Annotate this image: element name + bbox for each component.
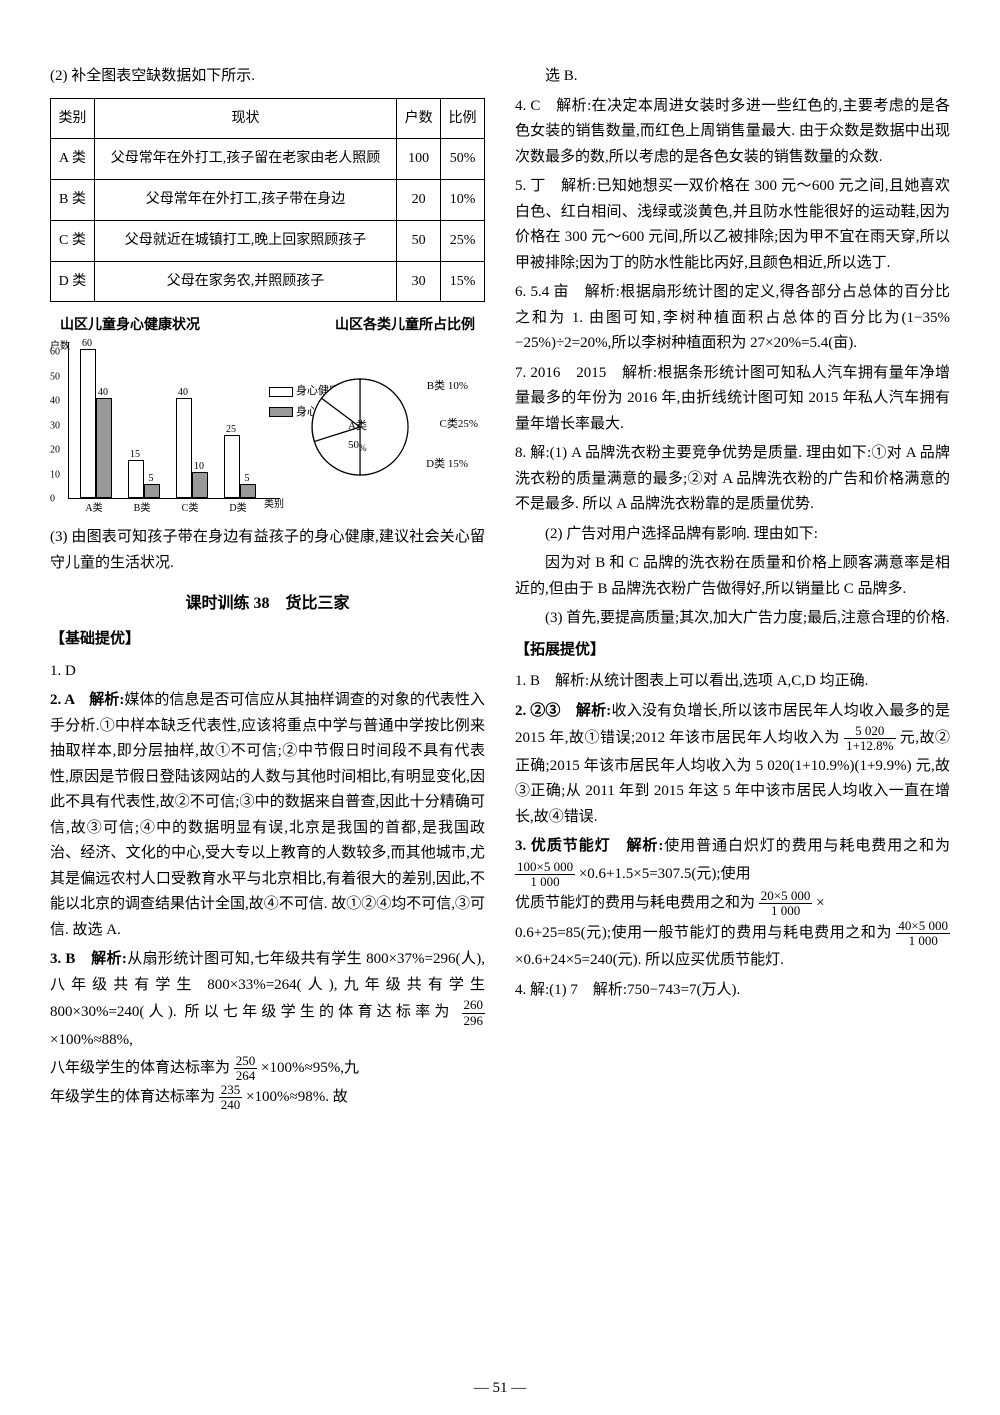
th-count: 户数: [397, 98, 441, 139]
ext-q4: 4. 解:(1) 7 解析:750−743=7(万人).: [515, 978, 950, 1004]
left-column: (2) 补全图表空缺数据如下所示. 类别 现状 户数 比例 A 类父母常年在外打…: [50, 60, 485, 1117]
fraction: 250264: [234, 1054, 258, 1084]
basic-q8d: (3) 首先,要提高质量;其次,加大广告力度;最后,注意合理的价格.: [515, 606, 950, 632]
pie-label-c: C类25%: [440, 415, 479, 434]
basic-q1: 1. D: [50, 659, 485, 685]
fraction: 5 0201+12.8%: [844, 724, 895, 754]
pie-label-d: D类 15%: [426, 455, 468, 474]
chart-titles: 山区儿童身心健康状况 山区各类儿童所占比例: [50, 314, 485, 338]
x-axis: [68, 498, 280, 499]
th-ratio: 比例: [441, 98, 485, 139]
th-desc: 现状: [94, 98, 396, 139]
basic-q8c: 因为对 B 和 C 品牌的洗衣粉在质量和价格上顾客满意率是相近的,但由于 B 品…: [515, 551, 950, 602]
table-row: C 类父母就近在城镇打工,晚上回家照顾孩子5025%: [51, 220, 485, 261]
basic-q2: 2. A 解析:媒体的信息是否可信应从其抽样调查的对象的代表性入手分析.①中样本…: [50, 688, 485, 943]
table-row: D 类父母在家务农,并照顾孩子3015%: [51, 261, 485, 302]
ext-q2: 2. ②③ 解析:收入没有负增长,所以该市居民年人均收入最多的是 2015 年,…: [515, 699, 950, 831]
pie-chart: B类 10% C类25% D类 15% A类50%: [300, 367, 450, 517]
fraction: 20×5 0001 000: [759, 889, 813, 919]
th-cat: 类别: [51, 98, 95, 139]
basic-q5: 5. 丁 解析:已知她想买一双价格在 300 元～600 元之间,且她喜欢白色、…: [515, 174, 950, 276]
ext-section-head: 【拓展提优】: [515, 638, 950, 664]
status-table: 类别 现状 户数 比例 A 类父母常年在外打工,孩子留在老家由老人照顾10050…: [50, 98, 485, 303]
basic-q6: 6. 5.4 亩 解析:根据扇形统计图的定义,得各部分占总体的百分比之和为 1.…: [515, 280, 950, 357]
fraction: 100×5 0001 000: [515, 860, 575, 890]
pie-label-a: A类50%: [348, 417, 367, 456]
basic-q4: 4. C 解析:在决定本周进女装时多进一些红色的,主要考虑的是各色女装的销售数量…: [515, 94, 950, 171]
pie-chart-title: 山区各类儿童所占比例: [335, 314, 475, 338]
right-column: 选 B. 4. C 解析:在决定本周进女装时多进一些红色的,主要考虑的是各色女装…: [515, 60, 950, 1117]
intro-part2: (2) 补全图表空缺数据如下所示.: [50, 64, 485, 90]
fraction: 260296: [462, 998, 486, 1028]
page-number: — 51 —: [0, 1380, 1000, 1397]
x-axis-label: 类别: [264, 496, 284, 513]
bar-chart: 户数 类别 身心健康 身心一般 01020304050606040A类155B类…: [50, 342, 280, 517]
basic-q8a: 8. 解:(1) A 品牌洗衣粉主要竞争优势是质量. 理由如下:①对 A 品牌洗…: [515, 441, 950, 518]
pie-label-b: B类 10%: [427, 377, 468, 396]
basic-q7: 7. 2016 2015 解析:根据条形统计图可知私人汽车拥有量年净增量最多的年…: [515, 361, 950, 438]
bar-chart-title: 山区儿童身心健康状况: [60, 314, 200, 338]
conclusion-3: (3) 由图表可知孩子带在身边有益孩子的身心健康,建议社会关心留守儿童的生活状况…: [50, 525, 485, 576]
basic-q8b: (2) 广告对用户选择品牌有影响. 理由如下:: [515, 522, 950, 548]
basic-section-head: 【基础提优】: [50, 627, 485, 653]
lesson-title: 课时训练 38 货比三家: [50, 590, 485, 617]
q3-continued: 选 B.: [515, 64, 950, 90]
basic-q3: 3. B 解析:从扇形统计图可知,七年级共有学生 800×37%=296(人),…: [50, 947, 485, 1112]
ext-q1: 1. B 解析:从统计图表上可以看出,选项 A,C,D 均正确.: [515, 669, 950, 695]
fraction: 235240: [219, 1083, 243, 1113]
table-row: B 类父母常年在外打工,孩子带在身边2010%: [51, 180, 485, 221]
table-row: A 类父母常年在外打工,孩子留在老家由老人照顾10050%: [51, 139, 485, 180]
y-axis: [68, 342, 69, 499]
fraction: 40×5 0001 000: [896, 919, 950, 949]
ext-q3: 3. 优质节能灯 解析:使用普通白炽灯的费用与耗电费用之和为 100×5 000…: [515, 834, 950, 974]
